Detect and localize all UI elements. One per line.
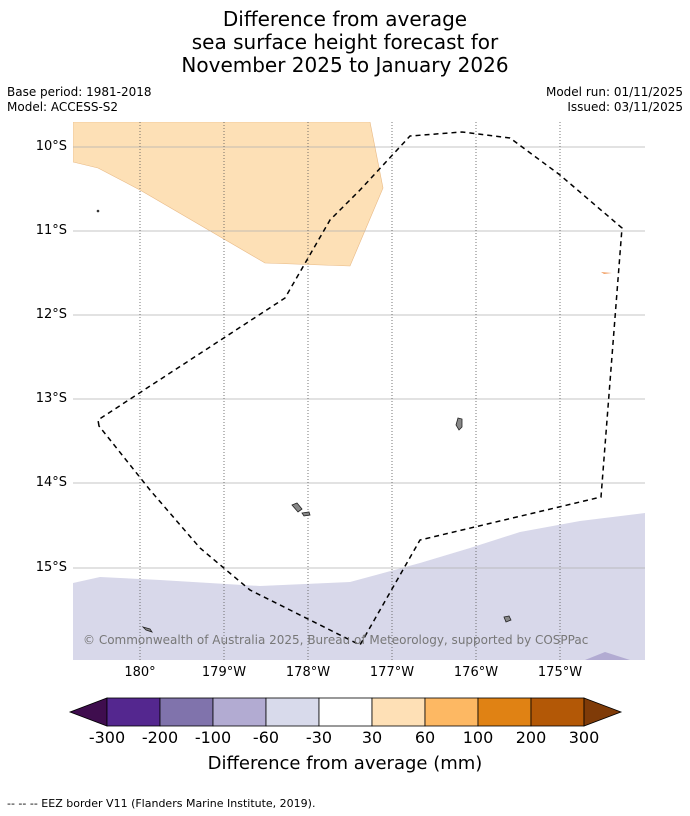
islands [96,209,512,633]
colorbar-tick-minus-300: -300 [88,728,126,747]
negative-anomaly-region [73,513,645,660]
copyright-notice: © Commonwealth of Australia 2025, Bureau… [83,633,589,647]
lat-label-11s: 11°S [35,223,67,238]
eez-footnote: -- -- -- EEZ border V11 (Flanders Marine… [7,797,316,810]
colorbar-tick-200: 200 [515,728,547,747]
model-name: Model: ACCESS-S2 [7,100,119,114]
colorbar-tick-minus-60: -60 [252,728,280,747]
map-panel [73,122,645,660]
island-wallis [455,417,463,431]
island-south-west [141,626,153,633]
colorbar-tick-minus-30: -30 [305,728,333,747]
lat-label-13s: 13°S [35,391,67,406]
colorbar [68,697,623,727]
title-line-2: sea surface height forecast for [191,30,499,54]
colorbar-tick-100: 100 [462,728,494,747]
island-futuna [291,502,303,513]
colorbar-tick-30: 30 [361,728,383,747]
lon-label-180: 180° [124,665,156,680]
colorbar-bin-8 [477,697,532,727]
islet-north-west [96,209,100,213]
lat-gridlines [73,146,645,569]
darker-negative-patch [585,652,630,660]
lon-label-175w: 175°W [537,665,583,680]
colorbar-bin-3 [212,697,267,727]
meta-left: Base period: 1981-2018 Model: ACCESS-S2 [7,85,152,115]
eez-border [97,131,623,646]
colorbar-extend-low [68,697,108,727]
meta-right: Model run: 01/11/2025 Issued: 03/11/2025 [546,85,683,115]
lon-label-177w: 177°W [369,665,415,680]
lat-label-12s: 12°S [35,307,67,322]
lon-label-179w: 179°W [201,665,247,680]
island-alofi [301,511,311,517]
colorbar-bin-7 [424,697,479,727]
lon-label-176w: 176°W [453,665,499,680]
colorbar-label: Difference from average (mm) [207,753,483,774]
lat-label-10s: 10°S [35,139,67,154]
lat-label-14s: 14°S [35,475,67,490]
colorbar-tick-minus-200: -200 [141,728,179,747]
colorbar-bin-5 [318,697,373,727]
colorbar-bin-6 [371,697,426,727]
colorbar-bin-1 [106,697,161,727]
colorbar-tick-300: 300 [568,728,600,747]
colorbar-tick-minus-100: -100 [194,728,232,747]
model-run: Model run: 01/11/2025 [545,85,683,99]
colorbar-extend-high [583,697,623,727]
positive-anomaly-region [73,122,384,267]
colorbar-bin-9 [530,697,585,727]
issued-date: Issued: 03/11/2025 [567,100,683,114]
colorbar-tick-60: 60 [414,728,436,747]
lon-label-178w: 178°W [285,665,331,680]
small-positive-patch [601,272,612,274]
colorbar-bin-4 [265,697,320,727]
title-line-1: Difference from average [222,7,468,31]
base-period: Base period: 1981-2018 [7,85,152,99]
island-south-east [503,615,512,623]
lat-label-15s: 15°S [35,560,67,575]
colorbar-bin-2 [159,697,214,727]
map-title: Difference from average sea surface heig… [0,8,690,77]
title-line-3: November 2025 to January 2026 [181,53,509,77]
